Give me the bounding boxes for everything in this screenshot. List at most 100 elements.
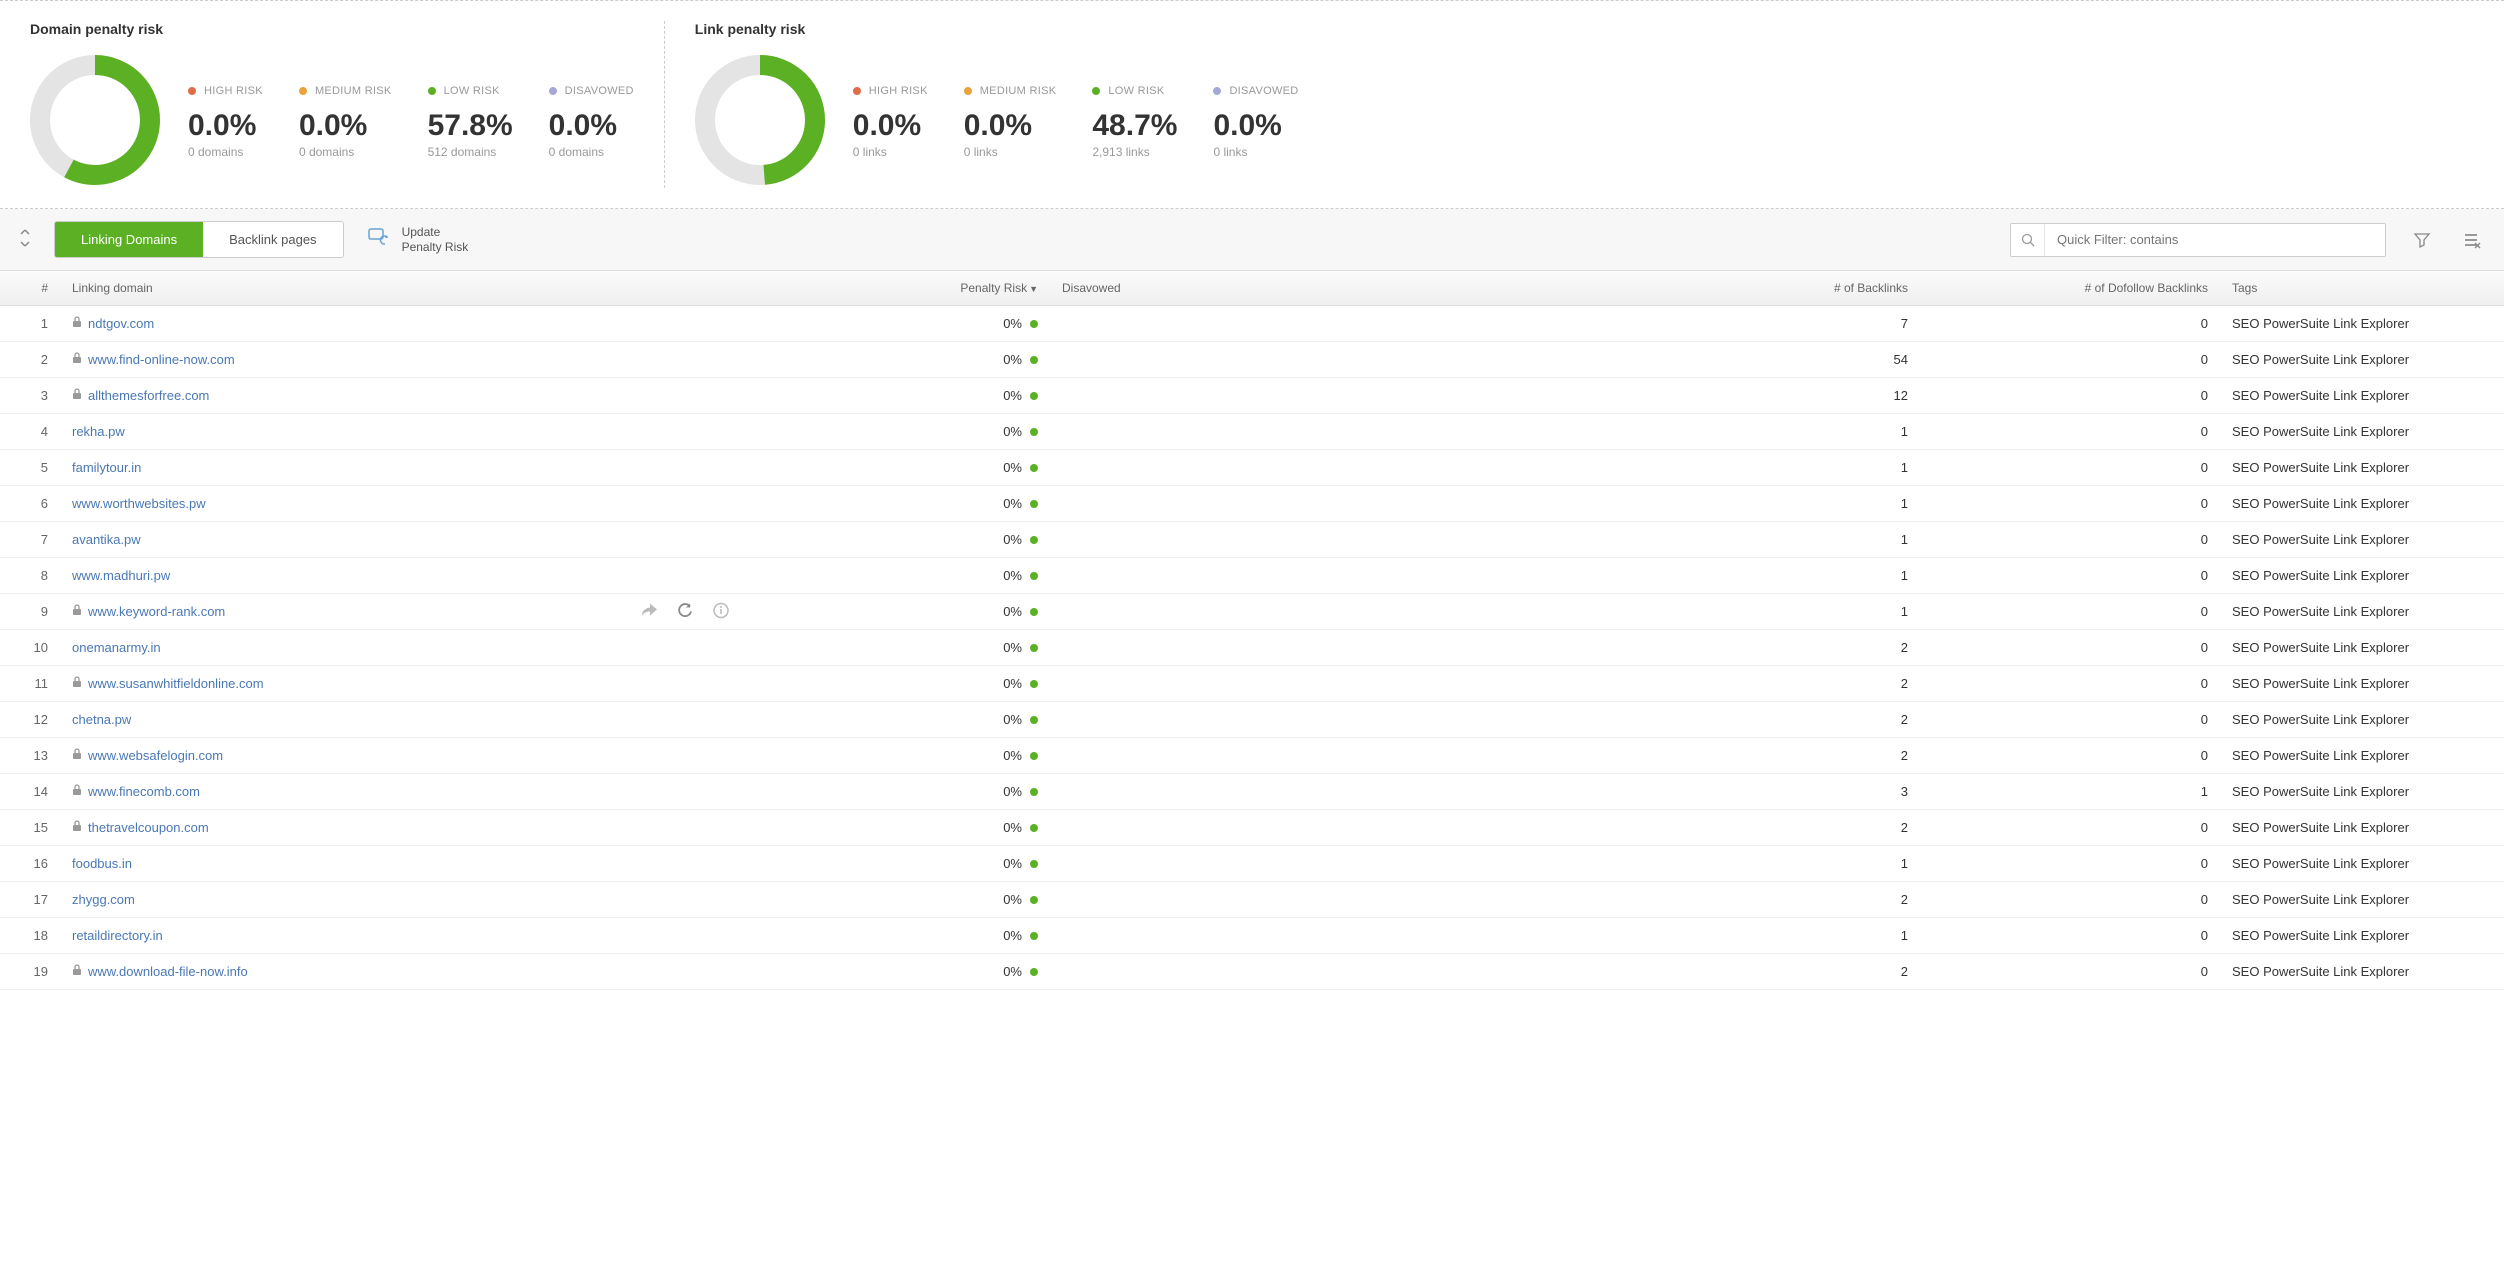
domain-link[interactable]: ndtgov.com bbox=[88, 316, 154, 331]
risk-legend: MEDIUM RISK bbox=[964, 85, 1057, 97]
dofollow-count: 0 bbox=[1920, 918, 2220, 953]
domain-link[interactable]: familytour.in bbox=[72, 460, 141, 475]
tags-cell: SEO PowerSuite Link Explorer bbox=[2220, 306, 2504, 341]
disavowed-cell bbox=[1050, 818, 1620, 838]
domain-link[interactable]: www.finecomb.com bbox=[88, 784, 200, 799]
domain-link[interactable]: rekha.pw bbox=[72, 424, 125, 439]
table-header: # Linking domain Penalty Risk▼ Disavowed… bbox=[0, 270, 2504, 306]
backlinks-count: 1 bbox=[1620, 846, 1920, 881]
row-number: 9 bbox=[0, 594, 60, 629]
tab-backlink-pages[interactable]: Backlink pages bbox=[203, 222, 342, 257]
disavowed-cell bbox=[1050, 566, 1620, 586]
table-row[interactable]: 4 rekha.pw 0% 1 0 SEO PowerSuite Link Ex… bbox=[0, 414, 2504, 450]
dofollow-count: 0 bbox=[1920, 666, 2220, 701]
domain-link[interactable]: avantika.pw bbox=[72, 532, 141, 547]
risk-legend: DISAVOWED bbox=[1213, 85, 1298, 97]
risk-panel: Domain penalty risk HIGH RISK 0.0% 0 dom… bbox=[0, 21, 664, 188]
risk-dot-icon bbox=[1030, 932, 1038, 940]
risk-count: 0 domains bbox=[549, 145, 634, 159]
table-row[interactable]: 11 www.susanwhitfieldonline.com 0% 2 0 S… bbox=[0, 666, 2504, 702]
table-row[interactable]: 5 familytour.in 0% 1 0 SEO PowerSuite Li… bbox=[0, 450, 2504, 486]
legend-dot-icon bbox=[299, 87, 307, 95]
table-row[interactable]: 8 www.madhuri.pw 0% 1 0 SEO PowerSuite L… bbox=[0, 558, 2504, 594]
row-number: 16 bbox=[0, 846, 60, 881]
row-number: 17 bbox=[0, 882, 60, 917]
table-row[interactable]: 17 zhygg.com 0% 2 0 SEO PowerSuite Link … bbox=[0, 882, 2504, 918]
table-row[interactable]: 19 www.download-file-now.info 0% 2 0 SEO… bbox=[0, 954, 2504, 990]
domain-link[interactable]: onemanarmy.in bbox=[72, 640, 161, 655]
expand-collapse-icon[interactable] bbox=[18, 229, 32, 250]
domains-table: # Linking domain Penalty Risk▼ Disavowed… bbox=[0, 270, 2504, 990]
risk-stat: MEDIUM RISK 0.0% 0 domains bbox=[299, 85, 392, 159]
table-row[interactable]: 6 www.worthwebsites.pw 0% 1 0 SEO PowerS… bbox=[0, 486, 2504, 522]
disavowed-cell bbox=[1050, 494, 1620, 514]
table-row[interactable]: 9 www.keyword-rank.com 0% 1 0 bbox=[0, 594, 2504, 630]
table-row[interactable]: 15 thetravelcoupon.com 0% 2 0 SEO PowerS… bbox=[0, 810, 2504, 846]
domain-link[interactable]: retaildirectory.in bbox=[72, 928, 163, 943]
row-number: 13 bbox=[0, 738, 60, 773]
risk-count: 0 links bbox=[964, 145, 1057, 159]
table-row[interactable]: 1 ndtgov.com 0% 7 0 SEO PowerSuite Link … bbox=[0, 306, 2504, 342]
domain-link[interactable]: www.keyword-rank.com bbox=[88, 604, 225, 619]
risk-stat: LOW RISK 48.7% 2,913 links bbox=[1092, 85, 1177, 159]
domain-link[interactable]: www.download-file-now.info bbox=[88, 964, 248, 979]
tags-cell: SEO PowerSuite Link Explorer bbox=[2220, 954, 2504, 989]
disavowed-cell bbox=[1050, 602, 1620, 622]
dofollow-count: 0 bbox=[1920, 342, 2220, 377]
domain-link[interactable]: www.worthwebsites.pw bbox=[72, 496, 206, 511]
disavowed-cell bbox=[1050, 530, 1620, 550]
table-row[interactable]: 16 foodbus.in 0% 1 0 SEO PowerSuite Link… bbox=[0, 846, 2504, 882]
row-number: 2 bbox=[0, 342, 60, 377]
domain-link[interactable]: allthemesforfree.com bbox=[88, 388, 209, 403]
domain-link[interactable]: thetravelcoupon.com bbox=[88, 820, 209, 835]
tab-linking-domains[interactable]: Linking Domains bbox=[55, 222, 203, 257]
risk-legend: HIGH RISK bbox=[188, 85, 263, 97]
table-row[interactable]: 14 www.finecomb.com 0% 3 1 SEO PowerSuit… bbox=[0, 774, 2504, 810]
dofollow-count: 0 bbox=[1920, 378, 2220, 413]
backlinks-count: 54 bbox=[1620, 342, 1920, 377]
col-header-backlinks[interactable]: # of Backlinks bbox=[1620, 271, 1920, 305]
table-row[interactable]: 12 chetna.pw 0% 2 0 SEO PowerSuite Link … bbox=[0, 702, 2504, 738]
quick-filter-input[interactable] bbox=[2045, 224, 2385, 256]
col-header-domain[interactable]: Linking domain bbox=[60, 271, 740, 305]
filter-icon[interactable] bbox=[2408, 226, 2436, 254]
table-row[interactable]: 3 allthemesforfree.com 0% 12 0 SEO Power… bbox=[0, 378, 2504, 414]
col-header-risk[interactable]: Penalty Risk▼ bbox=[740, 271, 1050, 305]
table-row[interactable]: 18 retaildirectory.in 0% 1 0 SEO PowerSu… bbox=[0, 918, 2504, 954]
risk-percent: 0.0% bbox=[1213, 111, 1298, 141]
dofollow-count: 0 bbox=[1920, 846, 2220, 881]
backlinks-count: 2 bbox=[1620, 738, 1920, 773]
table-row[interactable]: 10 onemanarmy.in 0% 2 0 SEO PowerSuite L… bbox=[0, 630, 2504, 666]
col-header-num[interactable]: # bbox=[0, 271, 60, 305]
refresh-icon[interactable] bbox=[676, 601, 694, 622]
update-penalty-risk-button[interactable]: Update Penalty Risk bbox=[366, 224, 469, 256]
penalty-risk-value: 0% bbox=[1003, 352, 1022, 367]
domain-link[interactable]: www.websafelogin.com bbox=[88, 748, 223, 763]
table-row[interactable]: 2 www.find-online-now.com 0% 54 0 SEO Po… bbox=[0, 342, 2504, 378]
columns-icon[interactable] bbox=[2458, 226, 2486, 254]
table-row[interactable]: 7 avantika.pw 0% 1 0 SEO PowerSuite Link… bbox=[0, 522, 2504, 558]
penalty-risk-value: 0% bbox=[1003, 856, 1022, 871]
domain-link[interactable]: chetna.pw bbox=[72, 712, 131, 727]
dofollow-count: 0 bbox=[1920, 738, 2220, 773]
risk-count: 512 domains bbox=[428, 145, 513, 159]
row-actions bbox=[640, 601, 730, 622]
domain-link[interactable]: zhygg.com bbox=[72, 892, 135, 907]
risk-count: 0 links bbox=[853, 145, 928, 159]
share-icon[interactable] bbox=[640, 601, 658, 622]
risk-percent: 48.7% bbox=[1092, 111, 1177, 141]
info-icon[interactable] bbox=[712, 601, 730, 622]
domain-link[interactable]: foodbus.in bbox=[72, 856, 132, 871]
domain-link[interactable]: www.madhuri.pw bbox=[72, 568, 170, 583]
col-header-disavowed[interactable]: Disavowed bbox=[1050, 271, 1620, 305]
col-header-tags[interactable]: Tags bbox=[2220, 271, 2504, 305]
risk-legend: HIGH RISK bbox=[853, 85, 928, 97]
col-header-dofollow[interactable]: # of Dofollow Backlinks bbox=[1920, 271, 2220, 305]
domain-link[interactable]: www.susanwhitfieldonline.com bbox=[88, 676, 264, 691]
tags-cell: SEO PowerSuite Link Explorer bbox=[2220, 810, 2504, 845]
legend-label: MEDIUM RISK bbox=[980, 85, 1057, 97]
search-icon[interactable] bbox=[2011, 224, 2045, 256]
table-row[interactable]: 13 www.websafelogin.com 0% 2 0 SEO Power… bbox=[0, 738, 2504, 774]
disavowed-cell bbox=[1050, 422, 1620, 442]
domain-link[interactable]: www.find-online-now.com bbox=[88, 352, 235, 367]
